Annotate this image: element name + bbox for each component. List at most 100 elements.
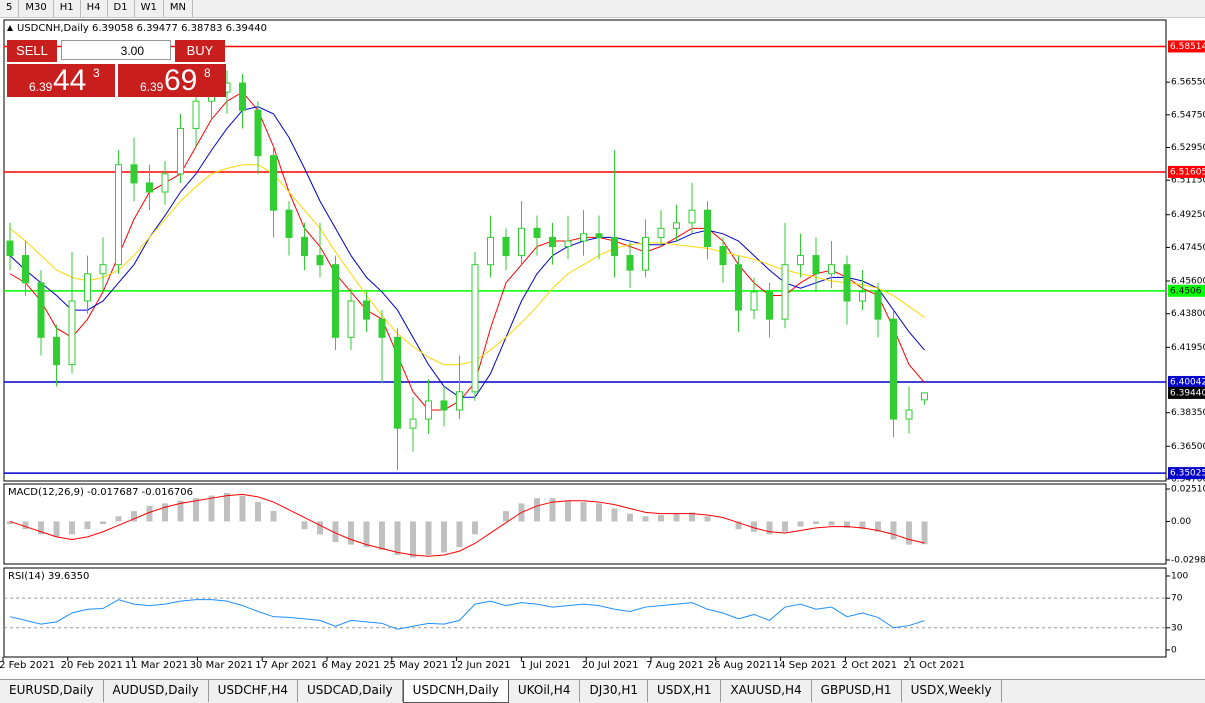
macd-bar xyxy=(441,521,447,553)
timeframe-button[interactable]: M30 xyxy=(19,0,54,17)
candle-body xyxy=(921,392,928,401)
chart-tab[interactable]: DJ30,H1 xyxy=(580,680,648,702)
candle-body xyxy=(254,109,262,157)
level-label: 6.35025 xyxy=(1170,469,1205,479)
macd-bar xyxy=(131,511,137,522)
buy-price[interactable]: 6.39 69 8 xyxy=(118,64,226,97)
price-big: 6.39 xyxy=(140,80,164,94)
candle-body xyxy=(115,164,122,266)
y-tick-label: 0.00 xyxy=(1171,517,1191,527)
sell-button[interactable]: SELL xyxy=(7,40,57,62)
candle-body xyxy=(409,418,417,429)
volume-input[interactable]: 3.00 xyxy=(61,40,171,60)
macd-bar xyxy=(84,521,91,530)
macd-bar xyxy=(177,500,184,522)
macd-bar xyxy=(317,521,323,535)
candle-body xyxy=(580,233,587,242)
x-tick-label: 14 Sep 2021 xyxy=(773,660,836,671)
candle-body xyxy=(549,236,556,248)
x-tick-label: 6 May 2021 xyxy=(322,660,381,671)
sell-price[interactable]: 6.39 44 3 xyxy=(7,64,115,97)
moving-average xyxy=(9,164,925,366)
chart-tabs: EURUSD,Daily AUDUSD,Daily USDCHF,H4 USDCAD,… xyxy=(0,679,1205,703)
chart-tab[interactable]: EURUSD,Daily xyxy=(0,680,104,702)
chart: 6.56550 6.54750 6.52950 6.51150 6.49250 6.474… xyxy=(0,19,1205,671)
price-pips: 69 xyxy=(164,64,198,97)
macd-bar xyxy=(69,521,75,535)
trade-panel: SELL 3.00 BUY 6.39 44 3 6.39 69 8 xyxy=(7,38,226,98)
chart-tab[interactable]: USDCHF,H4 xyxy=(209,680,299,702)
macd-bar xyxy=(379,521,385,550)
macd-bar xyxy=(503,511,509,522)
candle-body xyxy=(797,255,804,266)
y-tick-label: 6.47450 xyxy=(1171,243,1205,253)
candle-body xyxy=(285,209,293,238)
macd-bar xyxy=(363,521,370,548)
y-tick-label: 100 xyxy=(1171,571,1188,581)
candle-body xyxy=(146,182,153,193)
x-tick-label: 30 Mar 2021 xyxy=(190,660,253,671)
candle-body xyxy=(874,291,882,320)
macd-bar xyxy=(332,521,339,543)
candle-body xyxy=(378,318,386,338)
macd-bar xyxy=(270,511,277,522)
candle-body xyxy=(22,255,29,284)
buy-button[interactable]: BUY xyxy=(175,40,225,62)
x-tick-label: 20 Feb 2021 xyxy=(61,660,123,671)
macd-bar xyxy=(146,505,153,522)
timeframe-button[interactable]: H1 xyxy=(54,0,81,17)
chart-tab[interactable]: USDX,Weekly xyxy=(902,680,1002,702)
timeframe-button[interactable]: W1 xyxy=(135,0,164,17)
x-tick-label: 26 Aug 2021 xyxy=(708,660,772,671)
panel-frame xyxy=(3,567,1167,658)
chart-tab[interactable]: USDCAD,Daily xyxy=(298,680,403,702)
candle-body xyxy=(363,300,370,320)
candle-body xyxy=(161,173,169,193)
level-label-bg xyxy=(1168,284,1205,297)
candle-body xyxy=(843,264,851,302)
candle-body xyxy=(84,273,91,302)
chart-tab[interactable]: XAUUSD,H4 xyxy=(721,680,812,702)
panel-frame xyxy=(3,483,1167,565)
candle-body xyxy=(471,264,479,393)
y-tick-label: 6.49250 xyxy=(1171,210,1205,220)
y-tick-label: 6.41950 xyxy=(1171,343,1205,353)
macd-bar xyxy=(859,521,866,530)
timeframe-button[interactable]: H4 xyxy=(81,0,108,17)
timeframe-button[interactable]: MN xyxy=(164,0,193,17)
timeframe-button[interactable]: 5 xyxy=(0,0,20,17)
y-tick-label: 6.43800 xyxy=(1171,309,1205,319)
chart-tab[interactable]: USDCNH,Daily xyxy=(402,680,509,703)
level-label-bg xyxy=(1168,375,1205,388)
chart-tab[interactable]: GBPUSD,H1 xyxy=(812,680,902,702)
candle-body xyxy=(735,264,742,311)
candle-body xyxy=(487,236,494,266)
macd-bar xyxy=(301,521,308,530)
candle-body xyxy=(316,255,324,266)
candle-body xyxy=(239,82,246,111)
timeframe-button[interactable]: D1 xyxy=(108,0,135,17)
y-tick-label: 6.36500 xyxy=(1171,442,1205,452)
candle-body xyxy=(859,291,866,302)
y-tick-label: 0.025100 xyxy=(1171,485,1205,495)
level-label: 6.40042 xyxy=(1170,377,1205,387)
chart-tab[interactable]: USDX,H1 xyxy=(648,680,722,702)
chart-tab[interactable]: UKOil,H4 xyxy=(509,680,581,702)
x-tick-label: 2 Oct 2021 xyxy=(842,660,897,671)
chart-tab[interactable]: AUDUSD,Daily xyxy=(104,680,209,702)
macd-bar xyxy=(906,521,912,545)
rsi-line xyxy=(9,599,925,630)
candle-body xyxy=(595,233,603,238)
level-label: 6.51605 xyxy=(1170,167,1205,177)
moving-average xyxy=(9,106,925,398)
macd-bar xyxy=(394,521,401,555)
macd-bar xyxy=(890,521,897,540)
y-tick-label: 6.56550 xyxy=(1171,78,1205,88)
candle-body xyxy=(456,391,463,411)
candle-body xyxy=(905,409,913,420)
macd-bar xyxy=(193,498,199,522)
x-tick-label: 11 Mar 2021 xyxy=(125,660,188,671)
macd-bar xyxy=(766,521,773,535)
macd-bar xyxy=(472,521,478,535)
